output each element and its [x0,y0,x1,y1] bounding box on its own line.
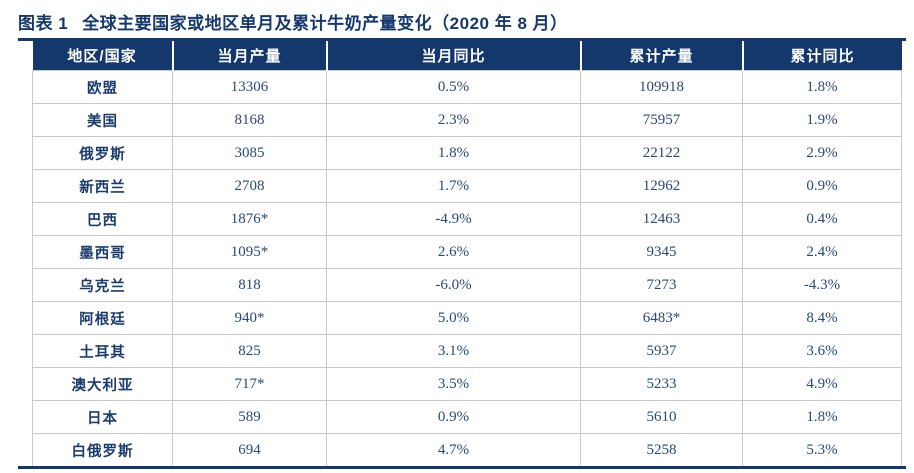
col-header-cumulative-output: 累计产量 [580,41,744,71]
cell-cumulative-yoy: 1.8% [742,70,902,104]
cell-cumulative-yoy: 0.4% [742,202,902,236]
cell-month-yoy: 3.5% [326,367,581,401]
cell-cumulative-output: 9345 [580,235,743,269]
cell-cumulative-yoy: 5.3% [742,433,902,466]
table-row: 阿根廷 940* 5.0% 6483* 8.4% [32,301,902,335]
table-row: 巴西 1876* -4.9% 12463 0.4% [32,202,902,236]
cell-cumulative-output: 12962 [580,169,743,203]
table-row: 澳大利亚 717* 3.5% 5233 4.9% [32,367,902,401]
table-row: 新西兰 2708 1.7% 12962 0.9% [32,169,902,203]
cell-cumulative-output: 22122 [580,136,743,170]
cell-month-yoy: -4.9% [326,202,581,236]
milk-production-table: 地区/国家 当月产量 当月同比 累计产量 累计同比 欧盟 13306 0.5% 109… [32,41,902,466]
table-row: 白俄罗斯 694 4.7% 5258 5.3% [32,433,902,466]
table-header: 地区/国家 当月产量 当月同比 累计产量 累计同比 [32,41,902,71]
cell-month-output: 3085 [172,136,327,170]
figure-label: 图表 1 [18,14,69,33]
cell-month-yoy: 0.5% [326,70,581,104]
cell-cumulative-output: 5937 [580,334,743,368]
cell-cumulative-output: 6483* [580,301,743,335]
cell-cumulative-output: 109918 [580,70,743,104]
cell-month-output: 818 [172,268,327,302]
cell-region: 土耳其 [32,334,173,368]
col-header-region: 地区/国家 [32,41,174,71]
cell-region: 阿根廷 [32,301,173,335]
header-row: 地区/国家 当月产量 当月同比 累计产量 累计同比 [32,41,902,71]
cell-region: 墨西哥 [32,235,173,269]
figure-title: 图表 1 全球主要国家或地区单月及累计牛奶产量变化（2020 年 8 月） [0,0,914,38]
cell-cumulative-yoy: -4.3% [742,268,902,302]
cell-region: 美国 [32,103,173,137]
cell-region: 巴西 [32,202,173,236]
col-header-month-yoy: 当月同比 [326,41,582,71]
cell-month-yoy: -6.0% [326,268,581,302]
table-row: 墨西哥 1095* 2.6% 9345 2.4% [32,235,902,269]
table-row: 俄罗斯 3085 1.8% 22122 2.9% [32,136,902,170]
cell-region: 澳大利亚 [32,367,173,401]
cell-month-output: 8168 [172,103,327,137]
bottom-divider [18,466,906,469]
cell-cumulative-output: 12463 [580,202,743,236]
cell-month-output: 2708 [172,169,327,203]
table-body: 欧盟 13306 0.5% 109918 1.8% 美国 8168 2.3% 75957 1.9%… [32,70,902,466]
cell-region: 俄罗斯 [32,136,173,170]
cell-cumulative-yoy: 1.8% [742,400,902,434]
cell-month-output: 940* [172,301,327,335]
cell-month-output: 694 [172,433,327,466]
cell-month-yoy: 0.9% [326,400,581,434]
title-divider [18,38,906,41]
cell-region: 欧盟 [32,70,173,104]
cell-region: 新西兰 [32,169,173,203]
cell-region: 乌克兰 [32,268,173,302]
cell-cumulative-output: 5610 [580,400,743,434]
cell-month-output: 717* [172,367,327,401]
cell-month-yoy: 2.3% [326,103,581,137]
cell-cumulative-yoy: 1.9% [742,103,902,137]
cell-cumulative-yoy: 0.9% [742,169,902,203]
cell-month-yoy: 1.7% [326,169,581,203]
cell-month-output: 1876* [172,202,327,236]
cell-cumulative-yoy: 3.6% [742,334,902,368]
cell-cumulative-yoy: 8.4% [742,301,902,335]
cell-cumulative-yoy: 2.9% [742,136,902,170]
cell-region: 白俄罗斯 [32,433,173,466]
cell-month-yoy: 5.0% [326,301,581,335]
cell-cumulative-yoy: 4.9% [742,367,902,401]
cell-month-yoy: 4.7% [326,433,581,466]
cell-cumulative-output: 5258 [580,433,743,466]
table-row: 乌克兰 818 -6.0% 7273 -4.3% [32,268,902,302]
table-row: 欧盟 13306 0.5% 109918 1.8% [32,70,902,104]
cell-month-yoy: 2.6% [326,235,581,269]
table-row: 美国 8168 2.3% 75957 1.9% [32,103,902,137]
col-header-cumulative-yoy: 累计同比 [742,41,902,71]
cell-region: 日本 [32,400,173,434]
col-header-month-output: 当月产量 [172,41,328,71]
table-row: 日本 589 0.9% 5610 1.8% [32,400,902,434]
cell-month-output: 13306 [172,70,327,104]
figure-title-text: 全球主要国家或地区单月及累计牛奶产量变化（2020 年 8 月） [82,14,568,33]
table-row: 土耳其 825 3.1% 5937 3.6% [32,334,902,368]
cell-month-output: 1095* [172,235,327,269]
cell-cumulative-output: 5233 [580,367,743,401]
cell-month-output: 825 [172,334,327,368]
cell-month-output: 589 [172,400,327,434]
cell-month-yoy: 3.1% [326,334,581,368]
cell-cumulative-output: 75957 [580,103,743,137]
cell-cumulative-output: 7273 [580,268,743,302]
cell-month-yoy: 1.8% [326,136,581,170]
cell-cumulative-yoy: 2.4% [742,235,902,269]
